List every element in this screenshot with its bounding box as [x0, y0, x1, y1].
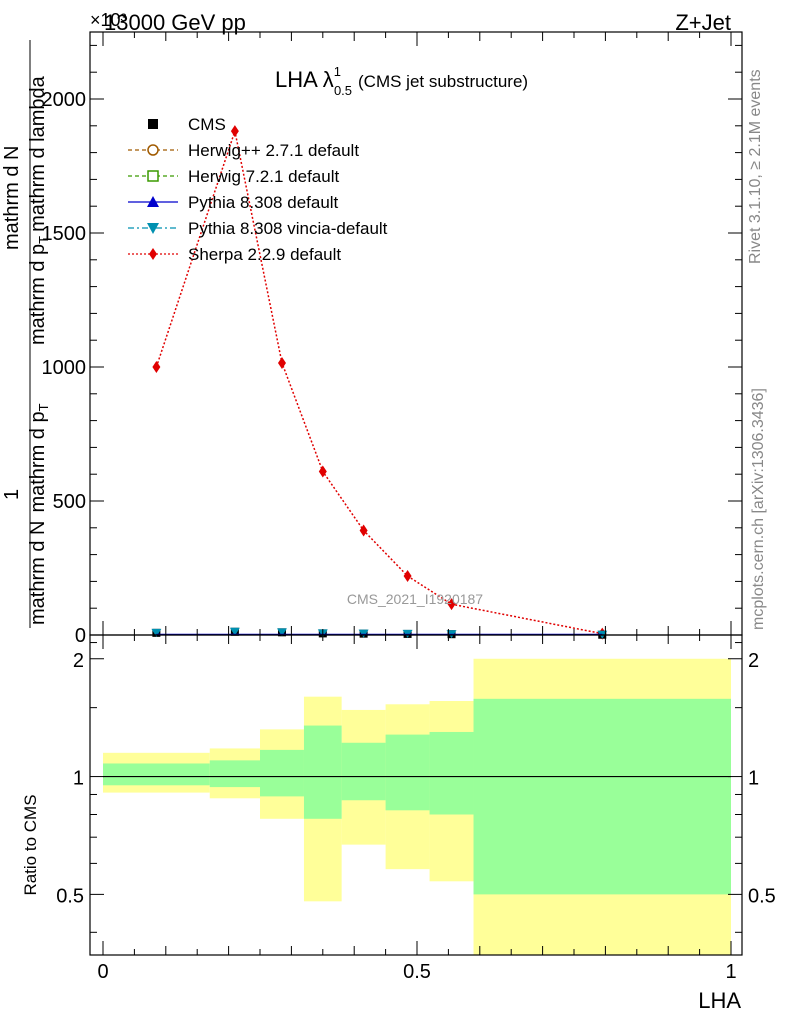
ylabel-dN-top: mathrm d N — [1, 146, 23, 250]
main-panel: 0 500 1000 1500 2000 — [42, 31, 743, 647]
main-ytick-label: 500 — [53, 491, 86, 513]
ratio-band-green — [260, 749, 304, 797]
main-ytick-label: 1000 — [42, 357, 87, 379]
ratio-ytick-label-right: 2 — [748, 650, 759, 672]
header-right: Z+Jet — [675, 10, 731, 35]
legend: CMS Herwig++ 2.7.1 default Herwig 7.2.1 de… — [128, 115, 388, 264]
legend-label: Pythia 8.308 default — [188, 193, 339, 212]
vincia-point — [276, 628, 287, 637]
watermark: CMS_2021_I1920187 — [347, 591, 483, 607]
sherpa-point — [447, 598, 456, 611]
ratio-ytick-label-right: 0.5 — [748, 885, 776, 907]
legend-label: Herwig 7.2.1 default — [188, 167, 339, 186]
header-left: 13000 GeV pp — [104, 10, 246, 35]
ratio-frame — [89, 634, 743, 956]
ratio-band-green — [385, 734, 430, 811]
vincia-point — [229, 627, 240, 636]
axis-multiplier: ×10³ — [90, 10, 127, 30]
ratio-y-label: Ratio to CMS — [21, 794, 40, 895]
legend-label: Pythia 8.308 vincia-default — [188, 219, 388, 238]
legend-label: Herwig++ 2.7.1 default — [188, 141, 359, 160]
rivet-label: Rivet 3.1.10, ≥ 2.1M events — [747, 69, 764, 264]
legend-marker-circle — [147, 144, 159, 156]
ratio-band-green — [341, 742, 386, 801]
mcplots-label: mcplots.cern.ch [arXiv:1306.3436] — [750, 388, 767, 630]
plot-subtitle: (CMS jet substructure) — [358, 72, 528, 91]
sherpa-point — [230, 125, 239, 138]
legend-label: CMS — [188, 115, 226, 134]
sherpa-point — [318, 465, 327, 478]
legend-marker-triangle-down — [147, 223, 159, 234]
sherpa-point — [403, 570, 412, 583]
ratio-panel: 0.5 0.5 1 1 2 2 0 0.5 1 — [56, 634, 776, 983]
ratio-ytick-label: 0.5 — [56, 885, 84, 907]
legend-marker-square — [148, 119, 158, 129]
ratio-ytick-label: 1 — [73, 768, 84, 790]
main-y-label: 1 mathrm d N mathrm d pTmathrm d lambda … — [1, 40, 51, 628]
plot-title: LHA λ1 0.5 (CMS jet substructure) — [275, 64, 528, 98]
ratio-xtick-label: 0 — [97, 961, 108, 983]
legend-label: Sherpa 2.2.9 default — [188, 245, 341, 264]
ratio-band-green — [209, 760, 260, 788]
plot-title-sup: 1 — [334, 64, 341, 79]
ratio-xtick-label: 0.5 — [403, 961, 431, 983]
sherpa-line — [155, 128, 603, 635]
ratio-band-green — [303, 725, 342, 819]
main-ytick-label: 0 — [75, 625, 86, 647]
ratio-band-green — [473, 698, 731, 895]
ratio-xtick-label: 1 — [725, 961, 736, 983]
legend-marker-triangle — [147, 196, 159, 207]
ylabel-bottom-fraction: mathrm d Nmathrm d pT — [27, 403, 51, 625]
vincia-point — [358, 629, 369, 638]
ratio-ytick-label: 2 — [73, 650, 84, 672]
plot-title-main: LHA λ — [275, 67, 334, 92]
legend-item: Sherpa 2.2.9 default — [128, 245, 341, 264]
vincia-point — [151, 628, 162, 637]
legend-item: Pythia 8.308 default — [128, 193, 339, 212]
legend-marker-diamond — [149, 248, 157, 260]
sherpa-point — [359, 524, 368, 537]
legend-item: Pythia 8.308 vincia-default — [128, 219, 388, 238]
legend-marker-square-open — [147, 170, 159, 182]
ratio-band-green — [429, 731, 474, 815]
legend-item: CMS — [148, 115, 226, 134]
ratio-ytick-label-right: 1 — [748, 768, 759, 790]
ratio-band-green — [103, 763, 210, 786]
sherpa-point — [277, 356, 286, 369]
x-axis-label: LHA — [698, 988, 741, 1013]
main-ytick-label: 1500 — [42, 223, 87, 245]
legend-item: Herwig 7.2.1 default — [128, 167, 339, 186]
main-ytick-label: 2000 — [42, 89, 87, 111]
legend-item: Herwig++ 2.7.1 default — [128, 141, 359, 160]
ylabel-one: 1 — [1, 489, 23, 500]
sherpa-point — [152, 361, 161, 373]
ylabel-top-fraction: mathrm d pTmathrm d lambda — [27, 75, 51, 345]
plot-title-sub: 0.5 — [334, 83, 352, 98]
